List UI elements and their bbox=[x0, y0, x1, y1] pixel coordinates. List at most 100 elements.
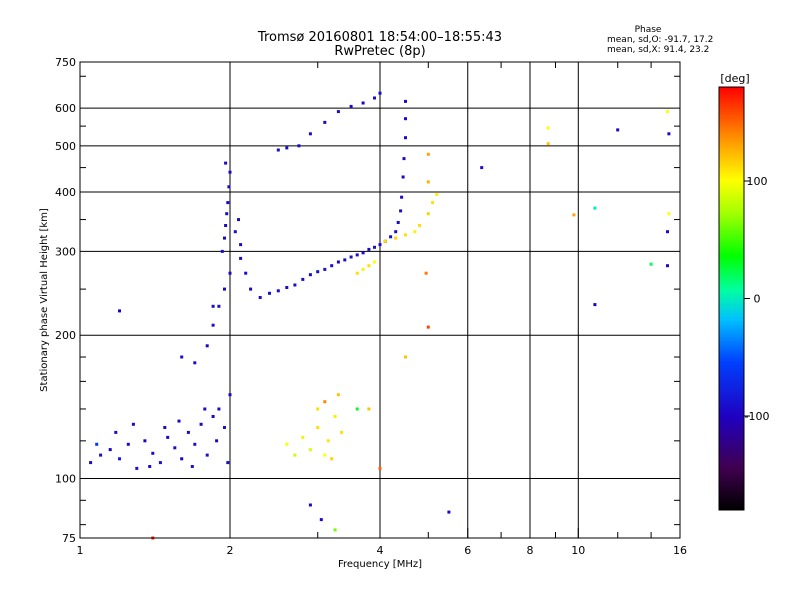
data-point bbox=[404, 117, 407, 121]
data-point bbox=[316, 407, 320, 411]
colorbar-tick-label: 100 bbox=[747, 175, 768, 188]
data-point bbox=[340, 430, 344, 434]
data-point bbox=[323, 453, 327, 457]
x-tick-label: 8 bbox=[527, 544, 534, 557]
data-point bbox=[323, 267, 327, 271]
data-point bbox=[239, 256, 243, 260]
data-point bbox=[426, 212, 430, 216]
y-tick-labels: 75 100 200 300 400 500 600 750 bbox=[55, 56, 76, 545]
data-point bbox=[349, 255, 353, 259]
y-tick-label: 300 bbox=[55, 245, 76, 258]
data-point bbox=[190, 465, 194, 468]
data-point bbox=[330, 264, 334, 268]
stats-line-o: mean, sd,O: -91.7, 17.2 bbox=[607, 35, 713, 45]
data-point bbox=[225, 212, 229, 216]
data-point bbox=[323, 400, 327, 404]
data-point bbox=[426, 325, 430, 329]
data-point bbox=[308, 273, 312, 277]
data-point bbox=[308, 132, 312, 136]
x-tick-label: 4 bbox=[377, 544, 384, 557]
data-point bbox=[118, 457, 121, 461]
data-point bbox=[249, 287, 253, 291]
data-point bbox=[394, 230, 398, 234]
data-point bbox=[402, 157, 406, 161]
data-point bbox=[126, 442, 130, 446]
data-point bbox=[203, 407, 207, 411]
data-point bbox=[447, 510, 451, 514]
data-point bbox=[413, 230, 417, 234]
data-point bbox=[297, 144, 301, 148]
data-point bbox=[401, 175, 405, 179]
data-points bbox=[89, 91, 671, 540]
data-point bbox=[163, 426, 167, 429]
data-point bbox=[239, 243, 243, 247]
data-point bbox=[373, 260, 376, 264]
data-point bbox=[114, 430, 118, 434]
chart-title: Tromsø 20160801 18:54:00–18:55:43 bbox=[257, 30, 502, 45]
y-tick-label: 750 bbox=[55, 56, 76, 69]
data-point bbox=[389, 235, 393, 239]
data-point bbox=[349, 104, 353, 108]
stats-heading: Phase bbox=[635, 25, 662, 35]
data-point bbox=[173, 446, 177, 450]
data-point bbox=[193, 361, 197, 365]
data-point bbox=[237, 218, 240, 222]
data-point bbox=[326, 439, 330, 443]
data-point bbox=[649, 262, 653, 266]
axes bbox=[79, 61, 681, 539]
data-point bbox=[180, 457, 184, 461]
data-point bbox=[546, 142, 550, 146]
data-point bbox=[404, 99, 407, 103]
data-point bbox=[268, 291, 271, 295]
data-point bbox=[180, 355, 184, 359]
data-point bbox=[378, 243, 382, 247]
data-point bbox=[361, 267, 365, 271]
data-point bbox=[217, 407, 221, 411]
data-point bbox=[211, 323, 215, 327]
data-point bbox=[226, 201, 230, 205]
data-point bbox=[186, 430, 190, 434]
data-point bbox=[293, 283, 297, 287]
data-point bbox=[131, 422, 135, 426]
data-point bbox=[355, 271, 359, 275]
y-tick-label: 400 bbox=[55, 186, 76, 199]
data-point bbox=[378, 466, 382, 470]
data-point bbox=[666, 110, 669, 114]
y-tick-label: 200 bbox=[55, 329, 76, 342]
data-point bbox=[383, 239, 387, 243]
data-point bbox=[228, 170, 232, 174]
data-point bbox=[211, 304, 215, 308]
data-point bbox=[666, 264, 669, 268]
data-point bbox=[224, 224, 228, 227]
data-point bbox=[404, 233, 407, 237]
data-point bbox=[308, 503, 312, 507]
data-point bbox=[193, 442, 197, 446]
data-point bbox=[667, 132, 671, 136]
x-tick-label: 1 bbox=[77, 544, 84, 557]
data-point bbox=[224, 161, 228, 165]
data-point bbox=[215, 439, 219, 443]
data-point bbox=[308, 448, 312, 452]
data-point bbox=[336, 393, 340, 397]
data-point bbox=[211, 415, 215, 418]
data-point bbox=[158, 461, 162, 465]
data-point bbox=[404, 355, 407, 359]
grid bbox=[80, 62, 680, 538]
data-point bbox=[227, 185, 231, 189]
data-point bbox=[355, 407, 359, 411]
data-point bbox=[220, 249, 224, 253]
data-point bbox=[108, 448, 112, 452]
data-point bbox=[223, 236, 226, 240]
chart-subtitle: RwPretec (8p) bbox=[334, 44, 425, 59]
data-point bbox=[135, 466, 139, 470]
data-point bbox=[367, 264, 371, 268]
colorbar-tick-label: 0 bbox=[754, 293, 761, 306]
data-point bbox=[217, 304, 221, 308]
data-point bbox=[89, 461, 93, 465]
data-point bbox=[223, 426, 226, 429]
data-point bbox=[546, 126, 550, 130]
x-axis-label: Frequency [MHz] bbox=[338, 559, 422, 570]
data-point bbox=[572, 213, 576, 217]
data-point bbox=[226, 461, 230, 465]
y-tick-label: 500 bbox=[55, 140, 76, 153]
